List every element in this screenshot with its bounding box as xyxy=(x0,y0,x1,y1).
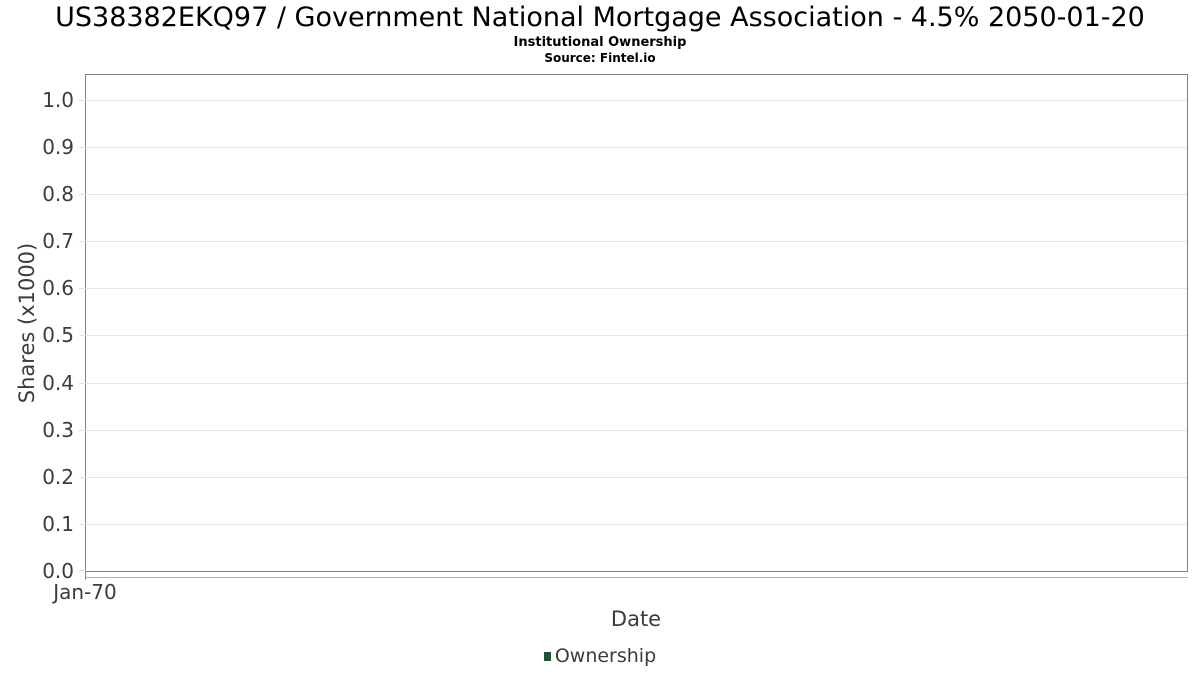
legend-label-ownership: Ownership xyxy=(554,645,657,667)
gridline xyxy=(86,147,1187,148)
y-axis-tick-mark xyxy=(79,430,86,431)
legend-swatch-ownership xyxy=(543,651,551,661)
y-tick-label: 1.0 xyxy=(42,88,74,112)
y-axis-tick-mark xyxy=(79,288,86,289)
y-axis-tick-mark xyxy=(79,241,86,242)
y-tick-label: 0.1 xyxy=(42,512,74,536)
y-tick-label: 0.0 xyxy=(42,559,74,583)
y-tick-label: 0.6 xyxy=(42,276,74,300)
x-tick-label: Jan-70 xyxy=(53,580,117,604)
x-axis-title: Date xyxy=(610,607,662,631)
chart-title: US38382EKQ97 / Government National Mortg… xyxy=(55,2,1145,33)
y-axis-tick-mark xyxy=(79,147,86,148)
y-axis-tick-mark xyxy=(79,570,86,571)
plot-area xyxy=(79,74,1188,572)
y-axis-tick-mark xyxy=(79,477,86,478)
gridline xyxy=(86,335,1187,336)
y-axis-tick-mark xyxy=(79,335,86,336)
y-tick-label: 0.4 xyxy=(42,371,74,395)
gridline xyxy=(86,241,1187,242)
y-axis-tick-mark xyxy=(79,524,86,525)
gridline xyxy=(86,194,1187,195)
gridline xyxy=(86,100,1187,101)
y-axis-tick-mark xyxy=(79,100,86,101)
y-tick-label: 0.9 xyxy=(42,135,74,159)
y-tick-label: 0.5 xyxy=(42,323,74,347)
y-tick-label: 0.7 xyxy=(42,229,74,253)
chart-source: Source: Fintel.io xyxy=(544,51,656,65)
y-tick-label: 0.2 xyxy=(42,465,74,489)
y-axis-tick-mark xyxy=(79,194,86,195)
gridline xyxy=(86,477,1187,478)
y-tick-label: 0.8 xyxy=(42,182,74,206)
x-axis-tick-mark xyxy=(85,572,86,580)
gridline xyxy=(86,430,1187,431)
gridline xyxy=(86,288,1187,289)
gridline xyxy=(86,383,1187,384)
y-axis-tick-labels: 0.0 0.1 0.2 0.3 0.4 0.5 0.6 0.7 0.8 0.9 1.0 xyxy=(0,75,76,583)
chart-subtitle: Institutional Ownership xyxy=(513,35,687,50)
legend: Ownership xyxy=(0,645,1200,667)
gridline xyxy=(86,524,1187,525)
x-axis-line xyxy=(85,577,1188,578)
y-axis-tick-mark xyxy=(79,383,86,384)
y-tick-label: 0.3 xyxy=(42,418,74,442)
